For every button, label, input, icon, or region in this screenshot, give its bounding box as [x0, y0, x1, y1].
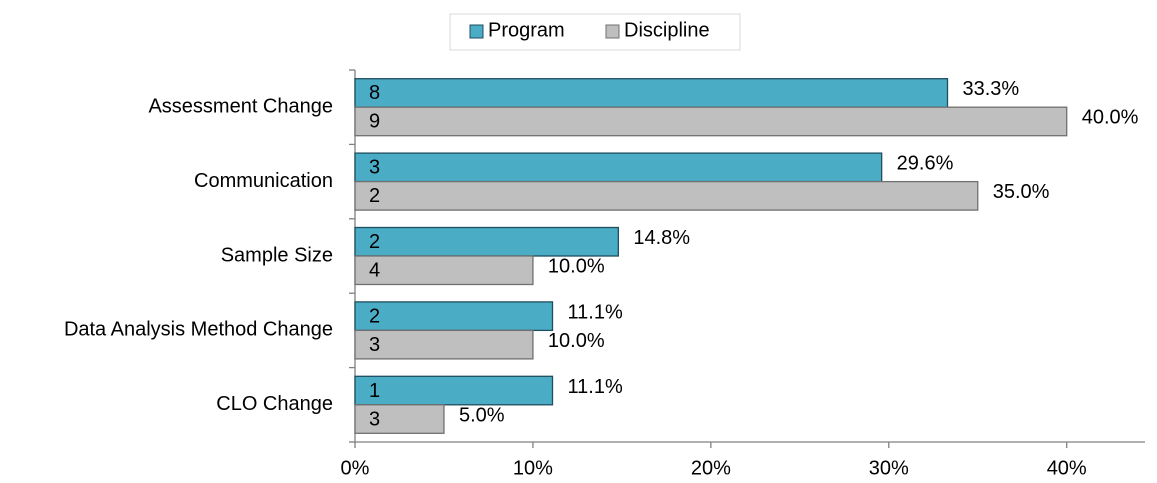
value-label: 35.0%	[993, 181, 1050, 203]
bar-count: 4	[369, 260, 380, 282]
x-tick-label: 20%	[691, 457, 731, 479]
bar-count: 3	[369, 334, 380, 356]
bar-count: 3	[369, 408, 380, 430]
bar-count: 2	[369, 185, 380, 207]
bar	[354, 78, 949, 108]
value-label: 29.6%	[897, 153, 954, 175]
bar	[354, 106, 1068, 137]
bar	[354, 180, 979, 211]
x-tick-label: 0%	[341, 457, 370, 479]
bar-count: 8	[369, 82, 380, 104]
bar	[354, 226, 619, 257]
x-tick-label: 30%	[869, 457, 909, 479]
y-tick-label: Communication	[194, 170, 333, 192]
bar	[354, 329, 534, 360]
legend-swatch	[605, 24, 620, 39]
bar	[354, 255, 534, 286]
value-label: 10.0%	[548, 256, 605, 278]
legend-swatch	[469, 24, 484, 39]
x-tick-label: 40%	[1047, 457, 1087, 479]
value-label: 10.0%	[548, 330, 605, 352]
legend-label: Program	[488, 19, 565, 41]
bar-count: 1	[369, 380, 380, 402]
bar-count: 9	[369, 111, 380, 133]
bar	[354, 152, 883, 183]
y-tick-label: CLO Change	[216, 393, 333, 415]
bar	[354, 375, 554, 406]
value-label: 33.3%	[963, 78, 1020, 100]
value-label: 11.1%	[568, 301, 623, 323]
value-label: 5.0%	[459, 404, 505, 426]
bar	[354, 404, 445, 434]
y-tick-label: Assessment Change	[148, 95, 333, 117]
bar-count: 2	[369, 305, 380, 327]
value-label: 40.0%	[1082, 107, 1139, 129]
bar-count: 3	[369, 157, 380, 179]
y-tick-label: Data Analysis Method Change	[64, 319, 333, 341]
value-label: 11.1%	[568, 376, 623, 398]
bar	[354, 301, 554, 332]
x-tick-label: 10%	[513, 457, 553, 479]
bar-count: 2	[369, 231, 380, 253]
legend-box	[449, 13, 741, 51]
legend-label: Discipline	[624, 19, 710, 41]
value-label: 14.8%	[633, 227, 690, 249]
y-tick-label: Sample Size	[221, 244, 333, 266]
